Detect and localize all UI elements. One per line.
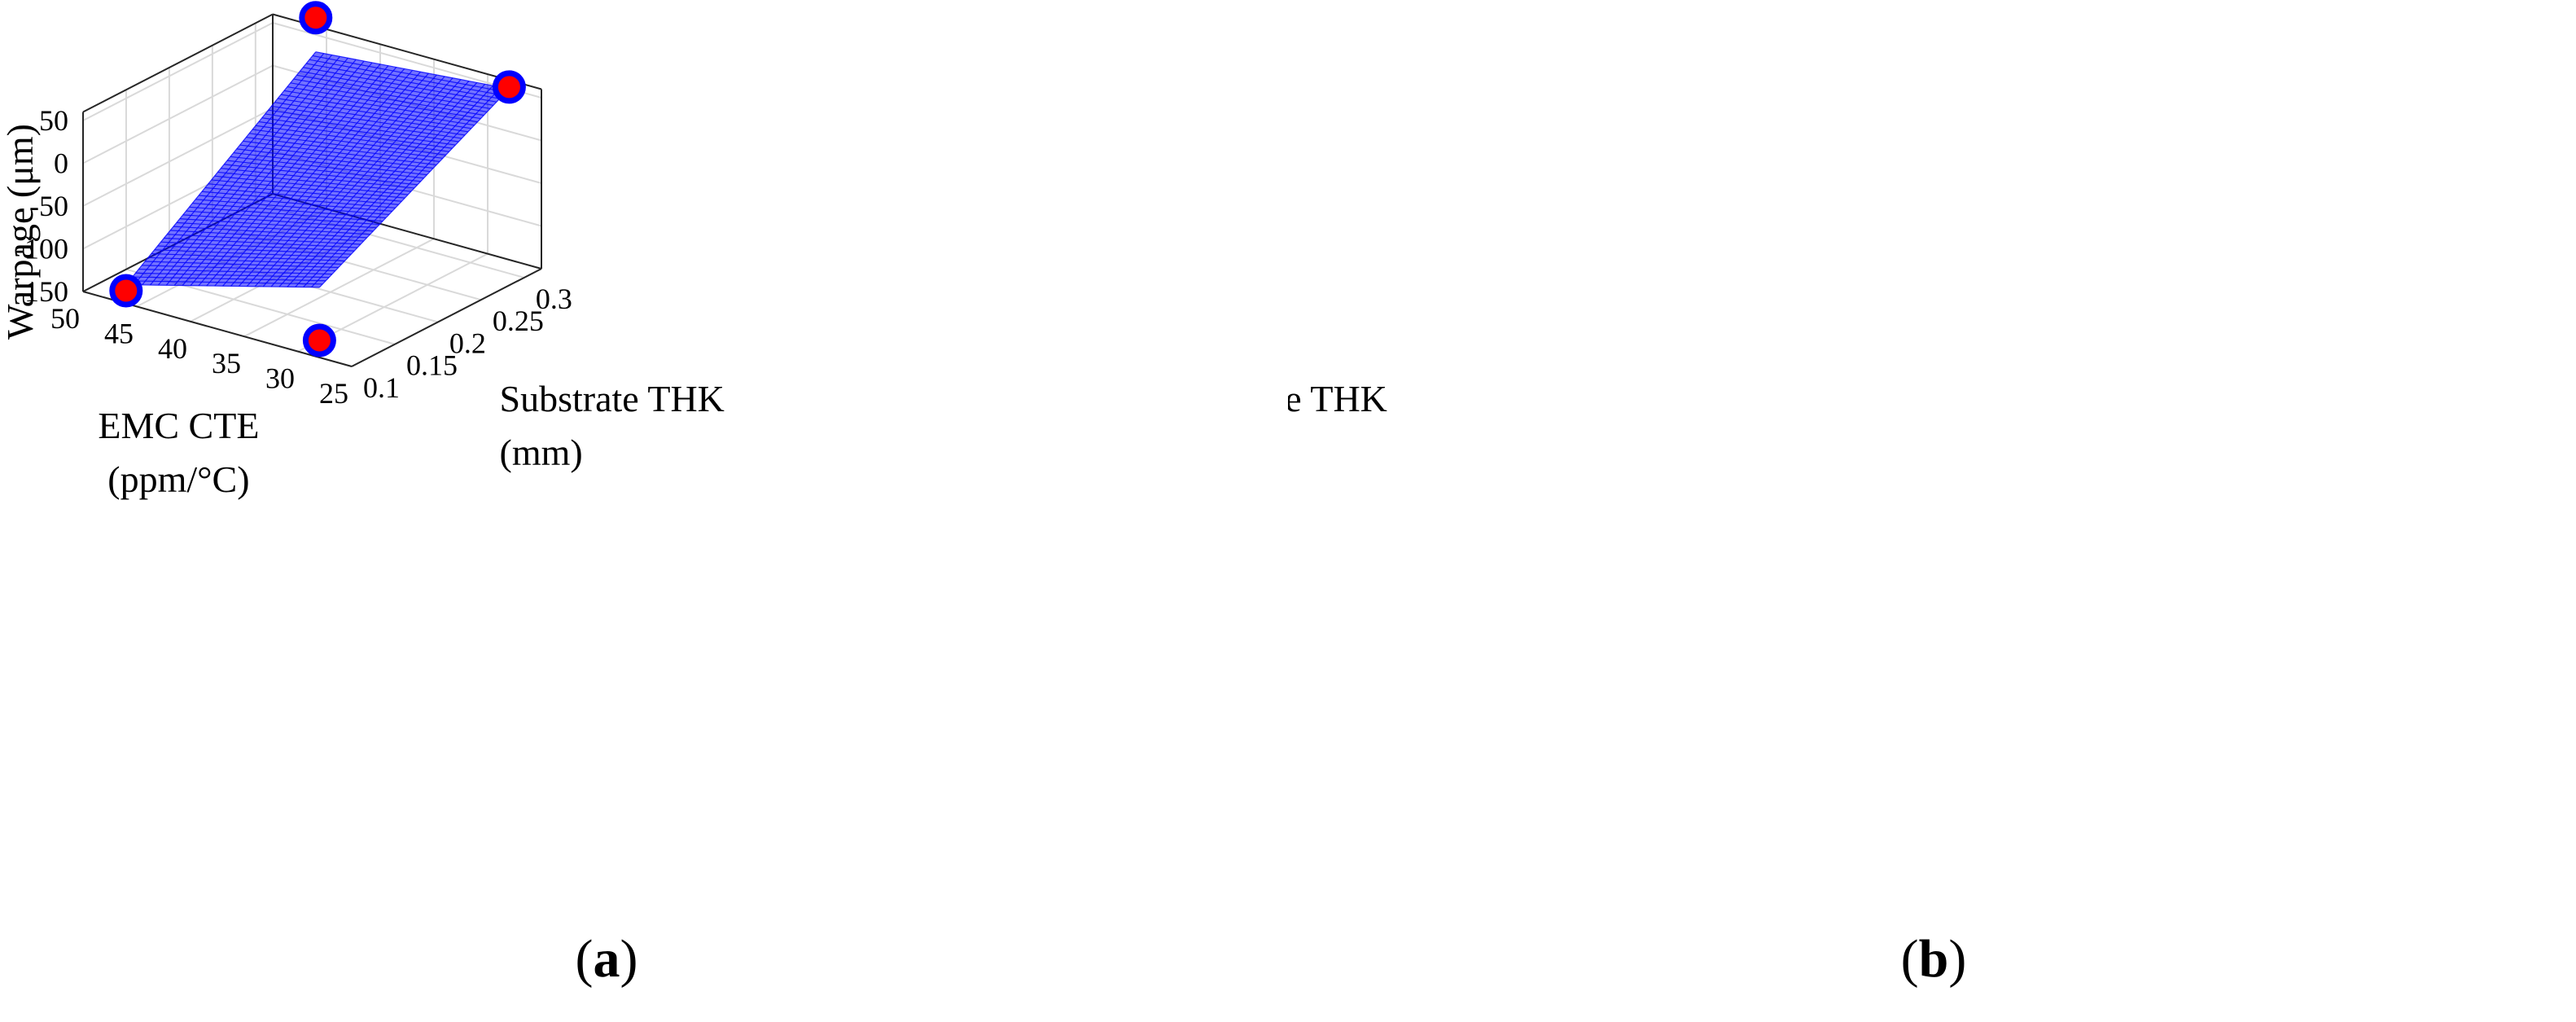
x-tick-label: 30	[265, 362, 295, 395]
z-axis-label: Warpage (μm)	[0, 124, 41, 340]
z-tick-label: -50	[29, 190, 68, 222]
surface-mesh-line	[254, 76, 445, 287]
x-tick-label: 45	[104, 317, 134, 349]
panel-label-b: (b)	[1900, 929, 1967, 989]
surface-mesh-line	[190, 64, 381, 287]
z-tick-label: 0	[54, 147, 68, 180]
x-axis-label: (ppm/°C)	[107, 458, 249, 500]
surface-mesh-line	[303, 85, 494, 288]
surface-mesh-line	[214, 68, 405, 287]
y-tick-label: 0.1	[363, 371, 400, 404]
surface-mesh-line	[173, 60, 365, 286]
x-tick-label: 25	[319, 377, 348, 410]
surface-mesh-line	[198, 65, 389, 287]
surface-mesh-line	[318, 88, 510, 288]
surface-mesh-line	[238, 72, 429, 287]
axis-labels: Warpage (μm) EMC CTE (ppm/°C) Substrate THK…	[0, 124, 725, 500]
y-axis-label: Substrate THK	[1288, 378, 1387, 419]
z-tick-label: -150	[15, 275, 68, 308]
surface-mesh-line	[246, 74, 437, 287]
y-tick-label: 0.15	[406, 349, 458, 382]
surface-mesh-line	[222, 69, 414, 287]
y-tick-label: 0.2	[449, 327, 486, 359]
tick-labels: 50 45 40 35 30 25 0.10.150.20.250.3 50 0 -50 -100 -…	[15, 104, 572, 410]
surface-plot-b: 5045403530250.10.150.20.250.3500-50-100-…	[1288, 378, 1387, 419]
surface-mesh-line	[270, 79, 462, 287]
surface-mesh-line	[262, 77, 453, 287]
box-edge	[82, 13, 274, 113]
chart-panel-b: 5045403530250.10.150.20.250.3500-50-100-…	[1288, 0, 2576, 1022]
surface-mesh-line	[230, 71, 421, 287]
surface-mesh-line	[182, 62, 373, 286]
x-tick-label: 50	[50, 302, 80, 335]
surface-mesh-line	[142, 55, 333, 286]
x-tick-label: 40	[158, 332, 187, 365]
data-point	[302, 323, 336, 357]
wall-grid-line	[82, 107, 274, 207]
y-tick-label: 0.3	[536, 283, 572, 315]
x-tick-label: 35	[212, 347, 241, 379]
data-points	[109, 1, 526, 357]
chart-panel-a: 50 45 40 35 30 25 0.1 0.15 0.2 0.25 0.3 50 0 -50 -100 -…	[0, 1, 725, 500]
data-point	[492, 70, 526, 104]
panel-tag-a: a	[593, 929, 620, 989]
surface-mesh-line	[278, 81, 470, 287]
panel-label-a: (a)	[575, 929, 638, 989]
surface-mesh-line	[287, 82, 478, 287]
data-point	[109, 274, 143, 308]
surface-mesh-line	[206, 67, 397, 287]
surface-mesh-line	[157, 57, 348, 286]
surface-mesh-line	[134, 53, 325, 286]
surface-plot-a: 50 45 40 35 30 25 0.10.150.20.250.3 50 0 -50 -100 -…	[0, 1, 725, 500]
y-axis-label: (mm)	[500, 432, 583, 473]
surface	[125, 51, 510, 288]
surface-mesh-line	[150, 55, 340, 286]
wall-grid-line	[82, 64, 274, 164]
wall-grid-line	[82, 22, 274, 121]
surface-mesh-line	[311, 86, 502, 288]
y-axis-line	[351, 268, 542, 367]
x-axis-label: EMC CTE	[98, 405, 259, 446]
surface-mesh-line	[125, 51, 317, 285]
y-axis-label: Substrate THK	[500, 378, 725, 419]
z-tick-label: 50	[39, 104, 68, 137]
data-point	[299, 1, 333, 35]
surface-mesh-line	[165, 59, 357, 286]
panel-tag-b: b	[1918, 929, 1949, 989]
axis-labels: Warpage (μm)EMC CTE(ppm/°C)Substrate THK…	[1288, 378, 1387, 419]
z-tick-label: -100	[15, 233, 68, 265]
y-tick-label: 0.25	[493, 305, 544, 337]
surface-mesh-line	[295, 83, 486, 287]
floor-grid-line	[243, 238, 435, 338]
